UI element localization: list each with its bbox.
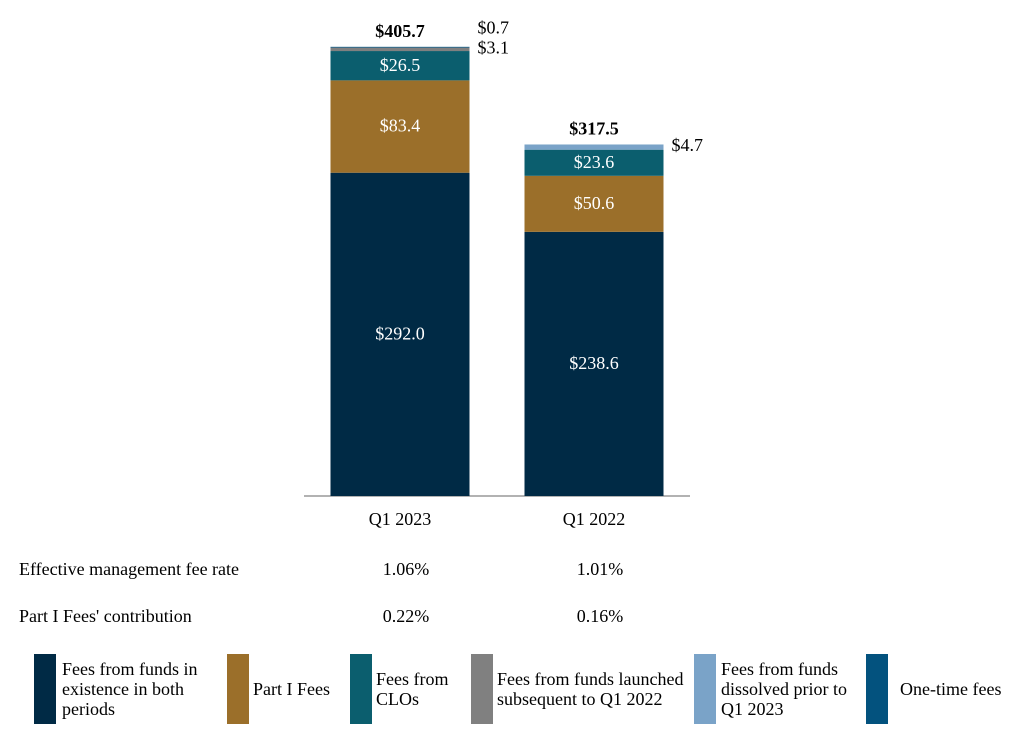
data-label: $50.6 [574, 193, 615, 213]
bar-segment [524, 231, 664, 497]
legend-label: Fees from funds launched subsequent to Q… [497, 654, 692, 724]
bar-segment [524, 144, 664, 150]
legend-swatch [471, 654, 493, 724]
data-label: $83.4 [380, 116, 421, 136]
data-label: $26.5 [380, 55, 421, 75]
bar-segment [330, 47, 470, 52]
bar-segment [330, 51, 470, 81]
x-tick-label: Q1 2022 [563, 509, 626, 529]
total-label: $405.7 [375, 21, 425, 41]
legend-swatch [34, 654, 56, 724]
x-tick-label: Q1 2023 [369, 509, 432, 529]
legend-text: Fees from CLOs [376, 669, 449, 709]
bar-segment [330, 46, 470, 48]
data-label: $23.6 [574, 152, 615, 172]
legend-text: Fees from funds launched subsequent to Q… [497, 669, 684, 709]
legend-text: Fees from funds dissolved prior to Q1 20… [721, 659, 847, 719]
legend-text: Fees from funds in existence in both per… [62, 659, 198, 719]
legend-text: Part I Fees [253, 679, 330, 699]
bar-segment [330, 80, 470, 173]
row-value: 0.22% [383, 606, 430, 626]
data-label: $3.1 [478, 37, 510, 57]
total-label: $317.5 [569, 119, 619, 139]
row-value: 0.16% [577, 606, 624, 626]
legend-label: Fees from funds in existence in both per… [62, 654, 222, 724]
data-label: $292.0 [375, 323, 425, 343]
legend-label: Part I Fees [253, 654, 343, 724]
bar-segment [330, 172, 470, 496]
legend-swatch [694, 654, 716, 724]
data-label: $238.6 [569, 353, 619, 373]
legend-text: One-time fees [900, 679, 1002, 699]
legend-label: Fees from CLOs [376, 654, 471, 724]
legend-swatch [350, 654, 372, 724]
legend-label: Fees from funds dissolved prior to Q1 20… [721, 654, 861, 724]
row-label: Effective management fee rate [19, 559, 239, 579]
data-label: $4.7 [672, 135, 704, 155]
bar-segment [524, 175, 664, 232]
row-label: Part I Fees' contribution [19, 606, 192, 626]
row-value: 1.06% [383, 559, 430, 579]
legend-swatch [227, 654, 249, 724]
legend-swatch [866, 654, 888, 724]
bar-segment [524, 149, 664, 176]
legend-label: One-time fees [900, 654, 1025, 724]
data-label: $0.7 [478, 17, 510, 37]
row-value: 1.01% [577, 559, 624, 579]
